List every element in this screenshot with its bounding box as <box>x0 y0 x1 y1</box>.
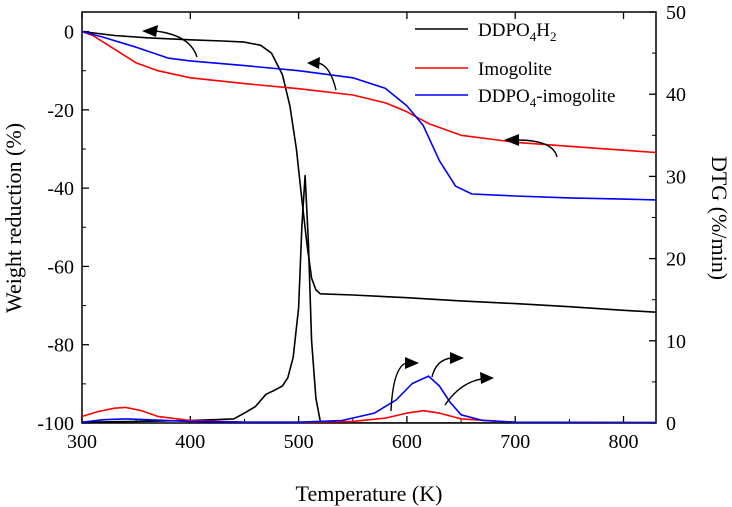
series-line-ddpo4h2-dtg <box>82 174 656 423</box>
x-tick-label-4: 700 <box>500 431 530 453</box>
arrow-composite-weight-head <box>307 57 320 69</box>
x-tick-label-5: 800 <box>609 431 639 453</box>
y-right-tick-label-1: 10 <box>666 331 686 353</box>
arrow-dtg-2 <box>431 357 452 378</box>
arrow-imogolite-weight-head <box>504 134 519 146</box>
arrow-dtg-3-head <box>480 372 494 384</box>
annotation-arrows <box>142 25 558 412</box>
arrow-dtg-1 <box>390 362 407 412</box>
series-line-ddpo4h2-weight <box>82 30 656 314</box>
y-right-tick-label-5: 50 <box>666 2 686 24</box>
y-left-tick-label-3: -60 <box>47 256 74 278</box>
y-left-tick-label-4: -80 <box>47 335 74 357</box>
x-axis-title: Temperature (K) <box>296 481 443 506</box>
series-layer <box>82 30 656 423</box>
arrow-ddpo4h2-weight <box>154 30 198 58</box>
arrow-composite-weight <box>317 62 337 91</box>
y-left-tick-label-0: 0 <box>64 22 74 44</box>
y-right-tick-label-4: 40 <box>666 84 686 106</box>
y-right-tick-label-0: 0 <box>666 413 676 435</box>
arrow-ddpo4h2-weight-head <box>142 25 158 37</box>
y-right-tick-label-3: 30 <box>666 166 686 188</box>
series-line-imogolite-weight <box>82 30 656 154</box>
series-line-ddpo4-imogolite-dtg <box>82 375 656 423</box>
legend-label-ddpo4h2: DDPO4H2 <box>478 20 556 44</box>
y-left-tick-label-1: -20 <box>47 100 74 122</box>
x-tick-label-0: 300 <box>67 431 97 453</box>
y-left-tick-label-5: -100 <box>37 413 74 435</box>
y-axis-title-left: Weight reduction (%) <box>1 123 26 313</box>
series-line-ddpo4-imogolite-weight <box>82 30 656 201</box>
legend: DDPO4H2 Imogolite DDPO4-imogolite <box>415 20 615 110</box>
x-tick-label-1: 400 <box>175 431 205 453</box>
arrow-dtg-2-head <box>450 352 464 364</box>
arrow-dtg-3 <box>444 378 482 406</box>
x-tick-label-2: 500 <box>284 431 314 453</box>
y-axis-title-right: DTG (%/min) <box>707 156 732 280</box>
y-left-tick-label-2: -40 <box>47 178 74 200</box>
axis-ticks: 300 400 500 600 700 800 0 -20 -40 -60 -80 -100 0 10 20… <box>37 2 686 453</box>
y-right-tick-label-2: 20 <box>666 249 686 271</box>
arrow-imogolite-weight <box>516 139 558 158</box>
legend-label-imogolite: Imogolite <box>478 59 552 80</box>
arrow-dtg-1-head <box>405 357 419 369</box>
x-tick-label-3: 600 <box>392 431 422 453</box>
legend-label-ddpo4-imogolite: DDPO4-imogolite <box>478 86 615 110</box>
